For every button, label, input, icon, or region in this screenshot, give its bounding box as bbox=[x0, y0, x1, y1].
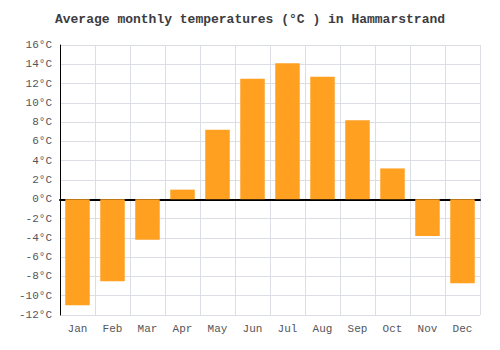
svg-text:Aug: Aug bbox=[313, 323, 333, 335]
svg-text:10°C: 10°C bbox=[26, 97, 53, 109]
svg-text:-6°C: -6°C bbox=[26, 251, 53, 263]
svg-text:14°C: 14°C bbox=[26, 58, 53, 70]
svg-text:12°C: 12°C bbox=[26, 78, 53, 90]
svg-text:-10°C: -10°C bbox=[19, 290, 52, 302]
svg-text:6°C: 6°C bbox=[32, 135, 52, 147]
svg-text:16°C: 16°C bbox=[26, 39, 53, 51]
svg-text:Dec: Dec bbox=[453, 323, 473, 335]
svg-text:4°C: 4°C bbox=[32, 155, 52, 167]
svg-text:0°C: 0°C bbox=[32, 193, 52, 205]
svg-text:-12°C: -12°C bbox=[19, 309, 52, 321]
svg-text:Jan: Jan bbox=[68, 323, 88, 335]
svg-text:Feb: Feb bbox=[103, 323, 123, 335]
svg-text:Oct: Oct bbox=[383, 323, 403, 335]
svg-text:-2°C: -2°C bbox=[26, 213, 53, 225]
svg-text:-8°C: -8°C bbox=[26, 270, 53, 282]
svg-text:Sep: Sep bbox=[348, 323, 368, 335]
svg-text:Jun: Jun bbox=[243, 323, 263, 335]
svg-text:2°C: 2°C bbox=[32, 174, 52, 186]
svg-text:Nov: Nov bbox=[418, 323, 438, 335]
svg-text:Mar: Mar bbox=[138, 323, 158, 335]
svg-text:Average monthly temperatures (: Average monthly temperatures (°C ) in Ha… bbox=[55, 12, 445, 27]
svg-text:May: May bbox=[208, 323, 228, 335]
svg-text:Apr: Apr bbox=[173, 323, 193, 335]
svg-text:8°C: 8°C bbox=[32, 116, 52, 128]
svg-text:-4°C: -4°C bbox=[26, 232, 53, 244]
svg-text:Jul: Jul bbox=[278, 323, 298, 335]
